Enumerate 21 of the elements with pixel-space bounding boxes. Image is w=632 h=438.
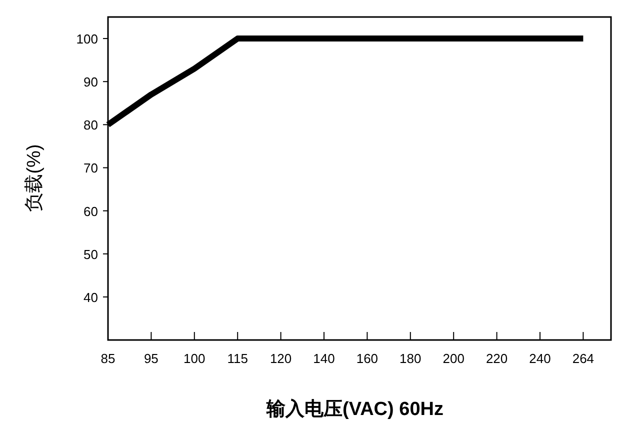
y-tick-label: 100 bbox=[76, 32, 98, 47]
x-tick-label: 180 bbox=[400, 351, 422, 366]
x-axis-title: 输入电压(VAC) 60Hz bbox=[266, 398, 444, 420]
y-tick-label: 90 bbox=[84, 74, 98, 90]
y-axis-title: 负载(%) bbox=[24, 144, 45, 212]
y-tick-label: 70 bbox=[84, 160, 98, 176]
x-tick-label: 100 bbox=[184, 351, 206, 366]
x-tick-label: 140 bbox=[313, 351, 335, 366]
x-tick-label: 85 bbox=[100, 351, 116, 366]
x-tick-label: 264 bbox=[572, 351, 594, 366]
x-tick-label: 200 bbox=[442, 351, 464, 366]
x-tick-label: 160 bbox=[356, 351, 378, 366]
y-tick-label: 60 bbox=[84, 204, 98, 219]
y-tick-label: 50 bbox=[84, 246, 98, 262]
x-tick-label: 120 bbox=[270, 351, 292, 366]
x-tick-label: 115 bbox=[227, 351, 248, 366]
x-tick-label: 220 bbox=[486, 351, 508, 366]
x-tick-label: 95 bbox=[144, 351, 158, 366]
x-tick-label: 240 bbox=[529, 351, 551, 366]
y-tick-label: 80 bbox=[84, 118, 98, 133]
y-tick-label: 40 bbox=[84, 290, 98, 305]
